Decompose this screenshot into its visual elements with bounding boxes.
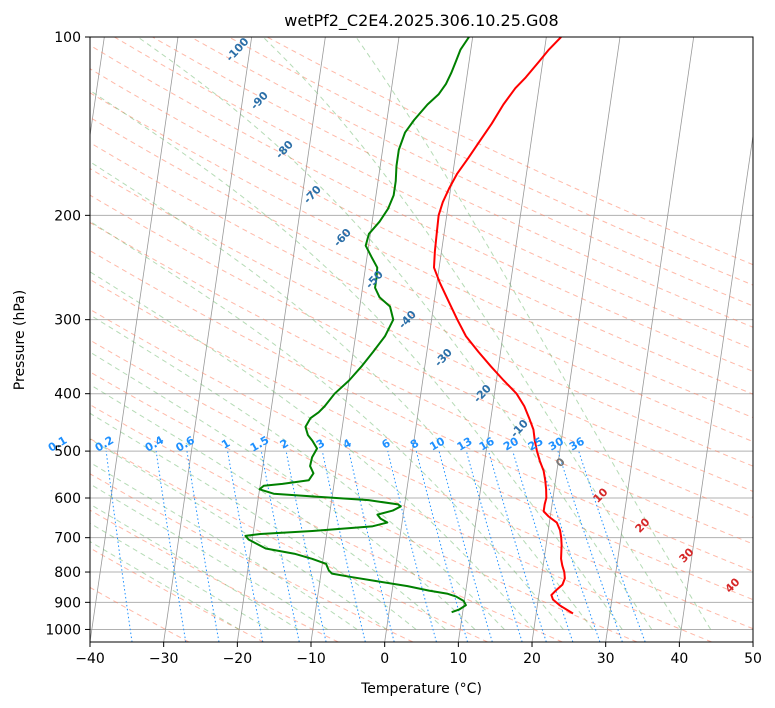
dry-adiabat-line: [90, 404, 563, 642]
moist-adiabat-line: [90, 351, 476, 630]
mixing-ratio-line: [387, 450, 437, 642]
y-tick-label: 700: [54, 531, 81, 547]
mixing-ratio-line: [536, 450, 601, 642]
mixing-ratio-line: [105, 451, 133, 642]
dry-adiabat-line: [90, 547, 264, 642]
temperature-profile: [432, 37, 574, 615]
x-tick-label: 0: [380, 651, 389, 667]
isotherm-line: [605, 37, 695, 642]
isotherm-line: [310, 37, 400, 642]
y-tick-label: 1000: [45, 622, 81, 638]
moist-adiabat-line: [90, 438, 387, 630]
dry-adiabat-line: [90, 44, 753, 372]
mixing-ratio-line: [155, 451, 187, 642]
y-tick-label: 500: [54, 444, 81, 460]
mixing-ratio-line: [260, 451, 300, 642]
isotherm-line: [163, 37, 253, 642]
moist-adiabat-line: [90, 412, 417, 630]
plot-frame: [89, 36, 754, 643]
dry-adiabat-line: [90, 371, 638, 642]
isotherm-line: [384, 37, 474, 642]
dry-adiabat-line: [152, 37, 753, 328]
y-tick-label: 200: [54, 208, 81, 224]
moist-adiabat-line: [90, 540, 240, 630]
isotherm-line: [457, 37, 547, 642]
moist-adiabat-line: [90, 383, 446, 630]
moist-adiabat-line: [90, 461, 358, 630]
mixing-ratio-line: [348, 450, 395, 642]
y-tick-label: 900: [54, 595, 81, 611]
mixing-ratio-line: [415, 450, 469, 642]
dry-adiabat-line: [90, 92, 753, 419]
axes: −40 −30 −20 −10 0 10 20 30 40 50 1000 900 800 700 600 5…: [45, 30, 762, 667]
x-tick-label: 50: [744, 651, 762, 667]
mixing-ratio-line: [321, 450, 366, 642]
chart-title: wetPf2_C2E4.2025.306.10.25.G08: [284, 11, 558, 31]
y-tick-label: 100: [54, 30, 81, 46]
mixing-ratio-line: [465, 450, 523, 642]
dry-adiabat-line: [90, 509, 339, 642]
dry-adiabat-line: [228, 37, 753, 286]
dry-adiabat-line: [90, 221, 753, 545]
dry-adiabat-line: [90, 308, 753, 630]
y-tick-label: 600: [54, 491, 81, 507]
moist-adiabat-line: [262, 37, 682, 630]
moist-adiabat-line: [355, 37, 712, 630]
dewpoint-profile: [244, 37, 470, 614]
moist-adiabat-line: [90, 522, 269, 630]
x-tick-label: −20: [223, 651, 253, 667]
x-tick-label: −30: [149, 651, 179, 667]
background-lines: [90, 37, 753, 642]
y-tick-label: 400: [54, 387, 81, 403]
dry-adiabat-line: [90, 339, 712, 642]
y-tick-label: 800: [54, 565, 81, 581]
dry-adiabat-line: [90, 167, 753, 492]
dry-adiabat-line: [90, 438, 488, 642]
dry-adiabat-line: [90, 473, 414, 642]
x-tick-label: 20: [523, 651, 541, 667]
mixing-ratio-line: [557, 450, 623, 642]
dry-adiabat-line: [90, 116, 753, 443]
data-lines: [244, 37, 574, 615]
x-tick-label: 30: [597, 651, 615, 667]
y-axis-label: Pressure (hPa): [12, 290, 28, 390]
moist-adiabat-line: [90, 89, 623, 630]
isotherm-line: [531, 37, 621, 642]
x-tick-label: −40: [75, 651, 105, 667]
y-tick-label: 300: [54, 313, 81, 329]
x-axis-label: Temperature (°C): [360, 681, 482, 697]
dry-adiabat-line: [90, 279, 753, 601]
dry-adiabat-line: [90, 194, 753, 518]
x-tick-label: 40: [670, 651, 688, 667]
mixing-ratio-line: [512, 450, 574, 642]
isotherm-line: [90, 37, 179, 642]
mixing-ratio-line: [578, 450, 646, 642]
x-tick-label: 10: [449, 651, 467, 667]
x-tick-label: −10: [296, 651, 326, 667]
mixing-ratio-line: [438, 450, 493, 642]
mixing-ratio-line: [488, 450, 547, 642]
moist-adiabat-line: [90, 271, 535, 630]
moist-adiabat-line: [90, 220, 564, 630]
mixing-ratio-line: [285, 451, 327, 642]
